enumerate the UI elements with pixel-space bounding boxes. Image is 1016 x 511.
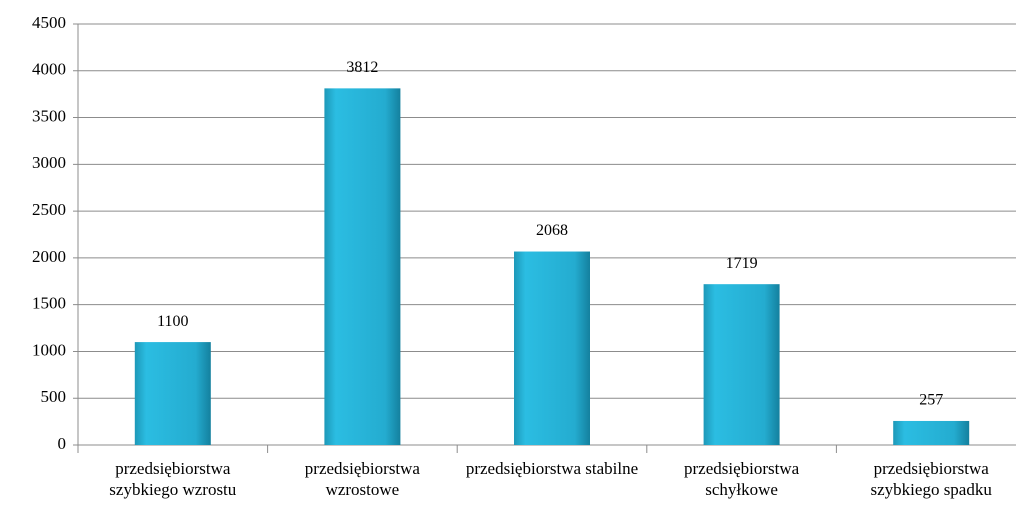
y-tick-label: 1500 [32, 294, 66, 313]
bar [514, 251, 590, 445]
data-label: 2068 [536, 222, 568, 239]
data-label: 1719 [726, 255, 758, 272]
data-label: 257 [919, 392, 943, 409]
data-label: 3812 [346, 59, 378, 76]
x-tick-label: przedsiębiorstwa wzrostowe [304, 459, 420, 499]
x-tick-label: przedsiębiorstwa schyłkowe [684, 459, 800, 499]
y-tick-label: 0 [58, 434, 67, 453]
y-tick-label: 2000 [32, 247, 66, 266]
y-tick-label: 2500 [32, 200, 66, 219]
y-tick-label: 4500 [32, 13, 66, 32]
y-tick-label: 500 [41, 387, 67, 406]
bar [703, 284, 780, 445]
bar [324, 88, 401, 446]
y-tick-label: 1000 [32, 340, 66, 359]
x-tick-label: przedsiębiorstwa szybkiego spadku [870, 459, 992, 499]
x-tick-label: przedsiębiorstwa szybkiego wzrostu [109, 459, 237, 499]
y-tick-label: 3500 [32, 106, 66, 125]
y-tick-label: 3000 [32, 153, 66, 172]
data-label: 1100 [157, 313, 188, 330]
x-tick-label: przedsiębiorstwa stabilne [465, 459, 639, 478]
bar [134, 342, 211, 445]
bar [893, 420, 970, 445]
y-tick-label: 4000 [32, 60, 66, 79]
